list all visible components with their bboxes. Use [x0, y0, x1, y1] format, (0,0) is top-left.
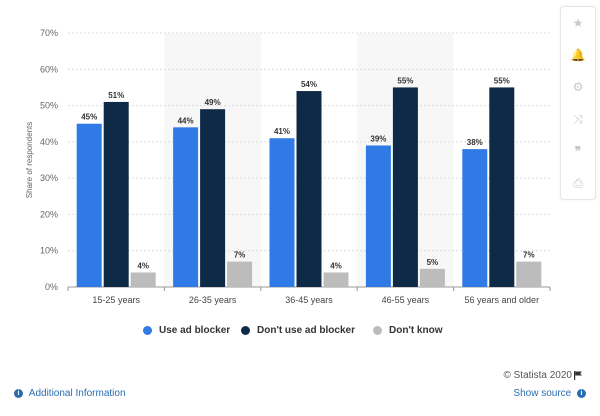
x-tick-label: 36-45 years: [285, 295, 333, 305]
legend-swatch: [241, 326, 250, 335]
data-label: 54%: [301, 80, 317, 89]
x-tick-label: 46-55 years: [382, 295, 430, 305]
data-label: 7%: [234, 251, 246, 260]
legend-label: Don't use ad blocker: [257, 325, 355, 336]
print-icon[interactable]: ⎙: [573, 175, 583, 190]
legend-swatch: [143, 326, 152, 335]
bar: [103, 101, 129, 287]
bell-icon[interactable]: 🔔: [570, 48, 586, 62]
x-tick-label: 15-25 years: [92, 295, 140, 305]
bar: [516, 261, 542, 287]
side-toolbar: ★ 🔔 ⚙ ⤨ ❞ ⎙: [560, 6, 596, 200]
data-label: 4%: [137, 261, 149, 270]
data-label: 5%: [427, 258, 439, 267]
data-label: 49%: [205, 98, 221, 107]
legend-item-dont-know[interactable]: Don't know: [373, 325, 442, 336]
copyright-text: © Statista 2020: [503, 370, 572, 381]
data-label: 44%: [178, 116, 194, 125]
y-tick-label: 40%: [40, 137, 58, 147]
bar: [323, 272, 349, 287]
y-tick-label: 0%: [45, 282, 58, 292]
data-label: 4%: [330, 261, 342, 270]
bar: [462, 149, 488, 287]
flag-icon[interactable]: [574, 371, 582, 380]
gear-icon[interactable]: ⚙: [572, 80, 584, 94]
bar: [269, 138, 295, 287]
bar: [227, 261, 253, 287]
star-icon[interactable]: ★: [572, 16, 584, 30]
y-tick-label: 70%: [40, 28, 58, 38]
data-label: 39%: [370, 134, 386, 143]
legend-item-dont-use-ad-blocker[interactable]: Don't use ad blocker: [241, 325, 355, 336]
show-source-link[interactable]: Show source i: [513, 388, 586, 399]
bar: [489, 87, 515, 287]
bar: [130, 272, 156, 287]
data-label: 55%: [397, 76, 413, 85]
bar: [296, 91, 322, 287]
x-tick-label: 26-35 years: [189, 295, 237, 305]
legend: Use ad blocker Don't use ad blocker Don'…: [0, 325, 530, 341]
bar: [76, 123, 102, 287]
legend-label: Don't know: [389, 325, 443, 336]
show-source-label: Show source: [513, 388, 572, 399]
data-label: 55%: [494, 76, 510, 85]
additional-information-label: Additional Information: [28, 388, 126, 399]
y-tick-label: 20%: [40, 209, 58, 219]
bar: [173, 127, 199, 287]
y-tick-label: 10%: [40, 246, 58, 256]
quote-icon[interactable]: ❞: [574, 144, 582, 158]
share-icon[interactable]: ⤨: [573, 111, 583, 126]
legend-item-use-ad-blocker[interactable]: Use ad blocker: [143, 325, 230, 336]
bar: [419, 268, 445, 287]
x-tick-label: 56 years and older: [465, 295, 540, 305]
data-label: 38%: [467, 138, 483, 147]
y-tick-label: 60%: [40, 64, 58, 74]
y-tick-label: 30%: [40, 173, 58, 183]
data-label: 7%: [523, 251, 535, 260]
info-icon: i: [577, 388, 586, 398]
additional-information-link[interactable]: i Additional Information: [14, 388, 126, 399]
data-label: 51%: [108, 91, 124, 100]
y-axis-title: Share of respondents: [25, 122, 34, 199]
legend-label: Use ad blocker: [159, 325, 231, 336]
legend-swatch: [373, 326, 382, 335]
bar: [392, 87, 418, 287]
data-label: 45%: [81, 113, 97, 122]
bar: [365, 145, 391, 287]
y-tick-label: 50%: [40, 101, 58, 111]
bar: [200, 109, 226, 287]
data-label: 41%: [274, 127, 290, 136]
info-icon: i: [14, 388, 23, 398]
